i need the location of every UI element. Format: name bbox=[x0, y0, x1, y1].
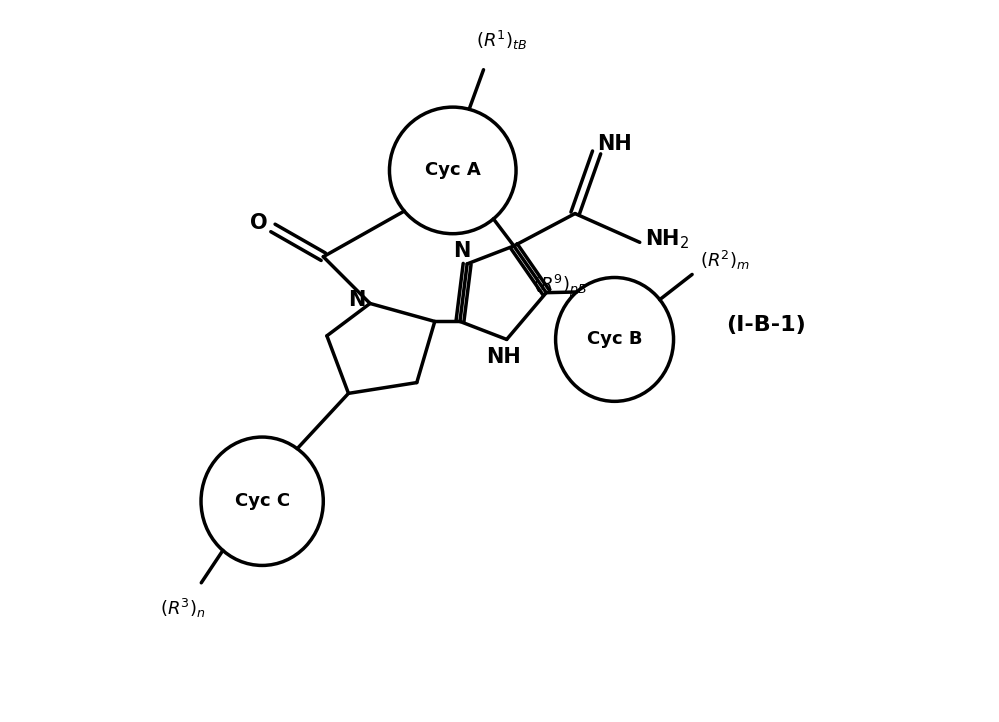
Text: NH$_2$: NH$_2$ bbox=[644, 227, 689, 251]
Text: NH: NH bbox=[486, 347, 520, 367]
Text: $(R^1)_{tB}$: $(R^1)_{tB}$ bbox=[476, 30, 527, 53]
Text: Cyc C: Cyc C bbox=[235, 492, 290, 510]
Text: Cyc A: Cyc A bbox=[425, 162, 481, 179]
Text: N: N bbox=[453, 241, 471, 261]
Text: N: N bbox=[349, 290, 366, 310]
Text: Cyc B: Cyc B bbox=[586, 331, 642, 349]
Text: $(R^9)_{pB}$: $(R^9)_{pB}$ bbox=[533, 272, 587, 299]
Text: $(R^2)_m$: $(R^2)_m$ bbox=[699, 248, 749, 271]
Text: (I-B-1): (I-B-1) bbox=[725, 315, 805, 335]
Text: NH: NH bbox=[597, 134, 632, 154]
Text: O: O bbox=[250, 213, 268, 233]
Text: $(R^3)_n$: $(R^3)_n$ bbox=[161, 596, 206, 619]
